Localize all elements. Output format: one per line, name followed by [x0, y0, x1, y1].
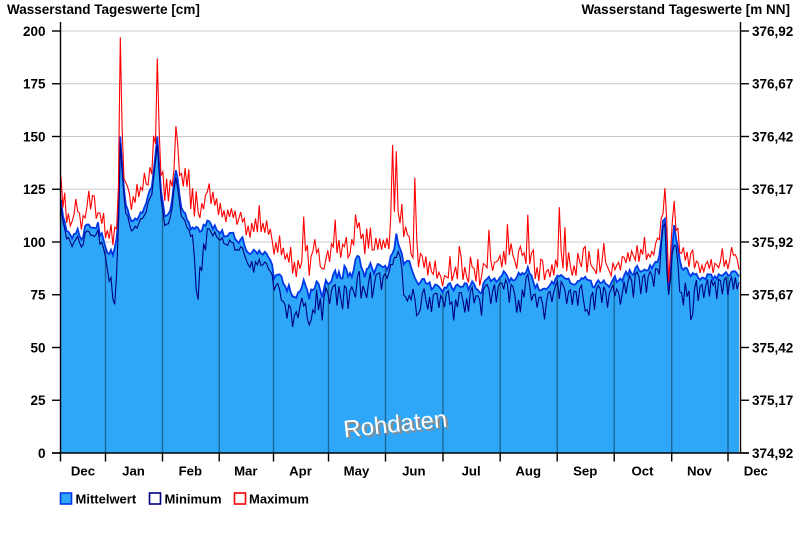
- svg-text:Oct: Oct: [632, 464, 655, 479]
- svg-text:150: 150: [23, 129, 46, 144]
- svg-text:375,67: 375,67: [752, 288, 793, 303]
- svg-text:Wasserstand Tageswerte [m NN]: Wasserstand Tageswerte [m NN]: [581, 2, 790, 17]
- svg-text:376,92: 376,92: [752, 24, 793, 39]
- svg-text:376,67: 376,67: [752, 77, 793, 92]
- svg-text:175: 175: [23, 77, 46, 92]
- svg-text:375,17: 375,17: [752, 393, 793, 408]
- svg-text:Dec: Dec: [71, 464, 95, 479]
- svg-text:May: May: [344, 464, 370, 479]
- svg-text:Feb: Feb: [179, 464, 202, 479]
- svg-text:125: 125: [23, 182, 46, 197]
- svg-text:Aug: Aug: [515, 464, 541, 479]
- svg-text:Jan: Jan: [122, 464, 145, 479]
- svg-text:25: 25: [30, 393, 46, 408]
- svg-text:75: 75: [30, 288, 46, 303]
- svg-text:374,92: 374,92: [752, 446, 793, 461]
- svg-text:100: 100: [23, 235, 46, 250]
- svg-text:Dec: Dec: [744, 464, 768, 479]
- svg-text:375,42: 375,42: [752, 340, 793, 355]
- svg-text:50: 50: [30, 340, 45, 355]
- svg-text:Maximum: Maximum: [249, 492, 309, 507]
- svg-text:Sep: Sep: [573, 464, 597, 479]
- svg-text:Jul: Jul: [462, 464, 481, 479]
- svg-text:Jun: Jun: [402, 464, 425, 479]
- svg-text:Minimum: Minimum: [165, 492, 222, 507]
- svg-text:375,92: 375,92: [752, 235, 793, 250]
- svg-text:Wasserstand Tageswerte [cm]: Wasserstand Tageswerte [cm]: [7, 2, 200, 17]
- svg-text:200: 200: [23, 24, 46, 39]
- svg-text:Mittelwert: Mittelwert: [76, 492, 137, 507]
- svg-text:Apr: Apr: [289, 464, 312, 479]
- svg-text:0: 0: [38, 446, 46, 461]
- svg-text:Mar: Mar: [234, 464, 257, 479]
- svg-text:376,17: 376,17: [752, 182, 793, 197]
- svg-text:Nov: Nov: [687, 464, 713, 479]
- svg-text:376,42: 376,42: [752, 129, 793, 144]
